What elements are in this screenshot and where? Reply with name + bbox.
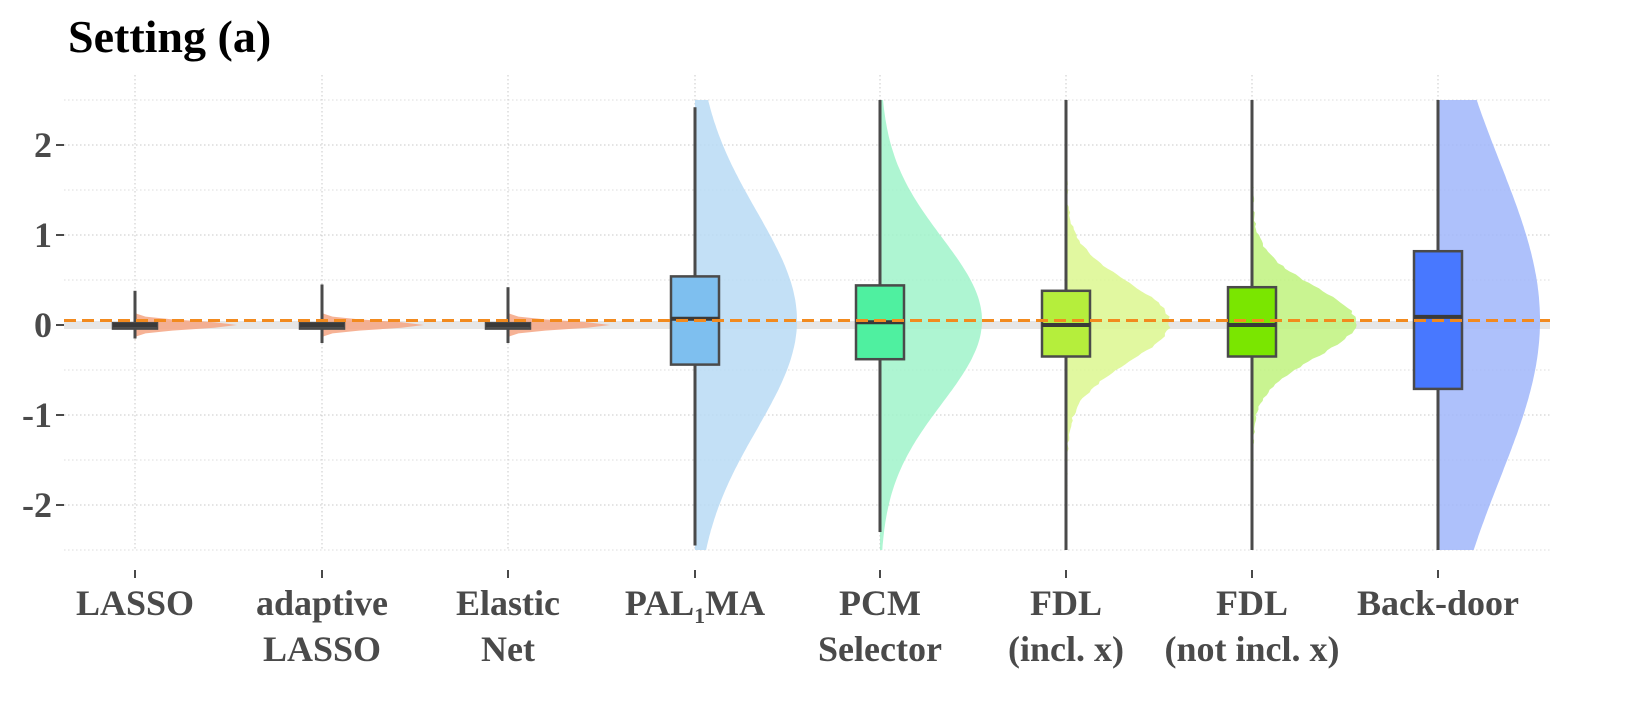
x-tick-label: PCM xyxy=(839,583,921,623)
y-tick-label: 1 xyxy=(34,215,52,255)
boxplot xyxy=(298,284,346,343)
x-tick-label: LASSO xyxy=(263,629,381,669)
boxplot xyxy=(854,100,906,532)
boxplot xyxy=(484,287,532,343)
x-tick-label: adaptive xyxy=(256,583,388,623)
boxplot xyxy=(111,290,159,339)
y-tick-label: -1 xyxy=(22,395,52,435)
density-cloud xyxy=(135,100,237,550)
boxplot xyxy=(1040,100,1092,550)
density-cloud xyxy=(508,100,610,550)
density-cloud xyxy=(1438,100,1540,550)
cloud-layer xyxy=(135,100,1540,550)
y-tick-label: -2 xyxy=(22,485,52,525)
x-tick-label: FDL xyxy=(1030,583,1102,623)
density-cloud xyxy=(880,100,982,550)
density-cloud xyxy=(695,100,797,550)
density-cloud xyxy=(322,100,424,550)
density-cloud xyxy=(1252,100,1357,550)
x-tick-label: (not incl. x) xyxy=(1165,629,1340,669)
x-tick-label: Back-door xyxy=(1357,583,1519,623)
x-tick-label: LASSO xyxy=(76,583,194,623)
x-tick-label: Elastic xyxy=(456,583,560,623)
y-tick-label: 0 xyxy=(34,305,52,345)
x-tick-label: Selector xyxy=(818,629,942,669)
y-tick-label: 2 xyxy=(34,125,52,165)
density-cloud xyxy=(1066,100,1171,550)
axis-layer: -2 -1 0 1 2 LASSO adaptive LASSO Elastic Net PAL1M… xyxy=(22,125,1519,669)
boxplot xyxy=(1226,100,1278,550)
chart-title: Setting (a) xyxy=(68,11,271,62)
x-tick-label: PAL1MA xyxy=(625,583,765,628)
x-tick-label: Net xyxy=(481,629,535,669)
x-tick-label: FDL xyxy=(1216,583,1288,623)
x-tick-label: (incl. x) xyxy=(1008,629,1124,669)
